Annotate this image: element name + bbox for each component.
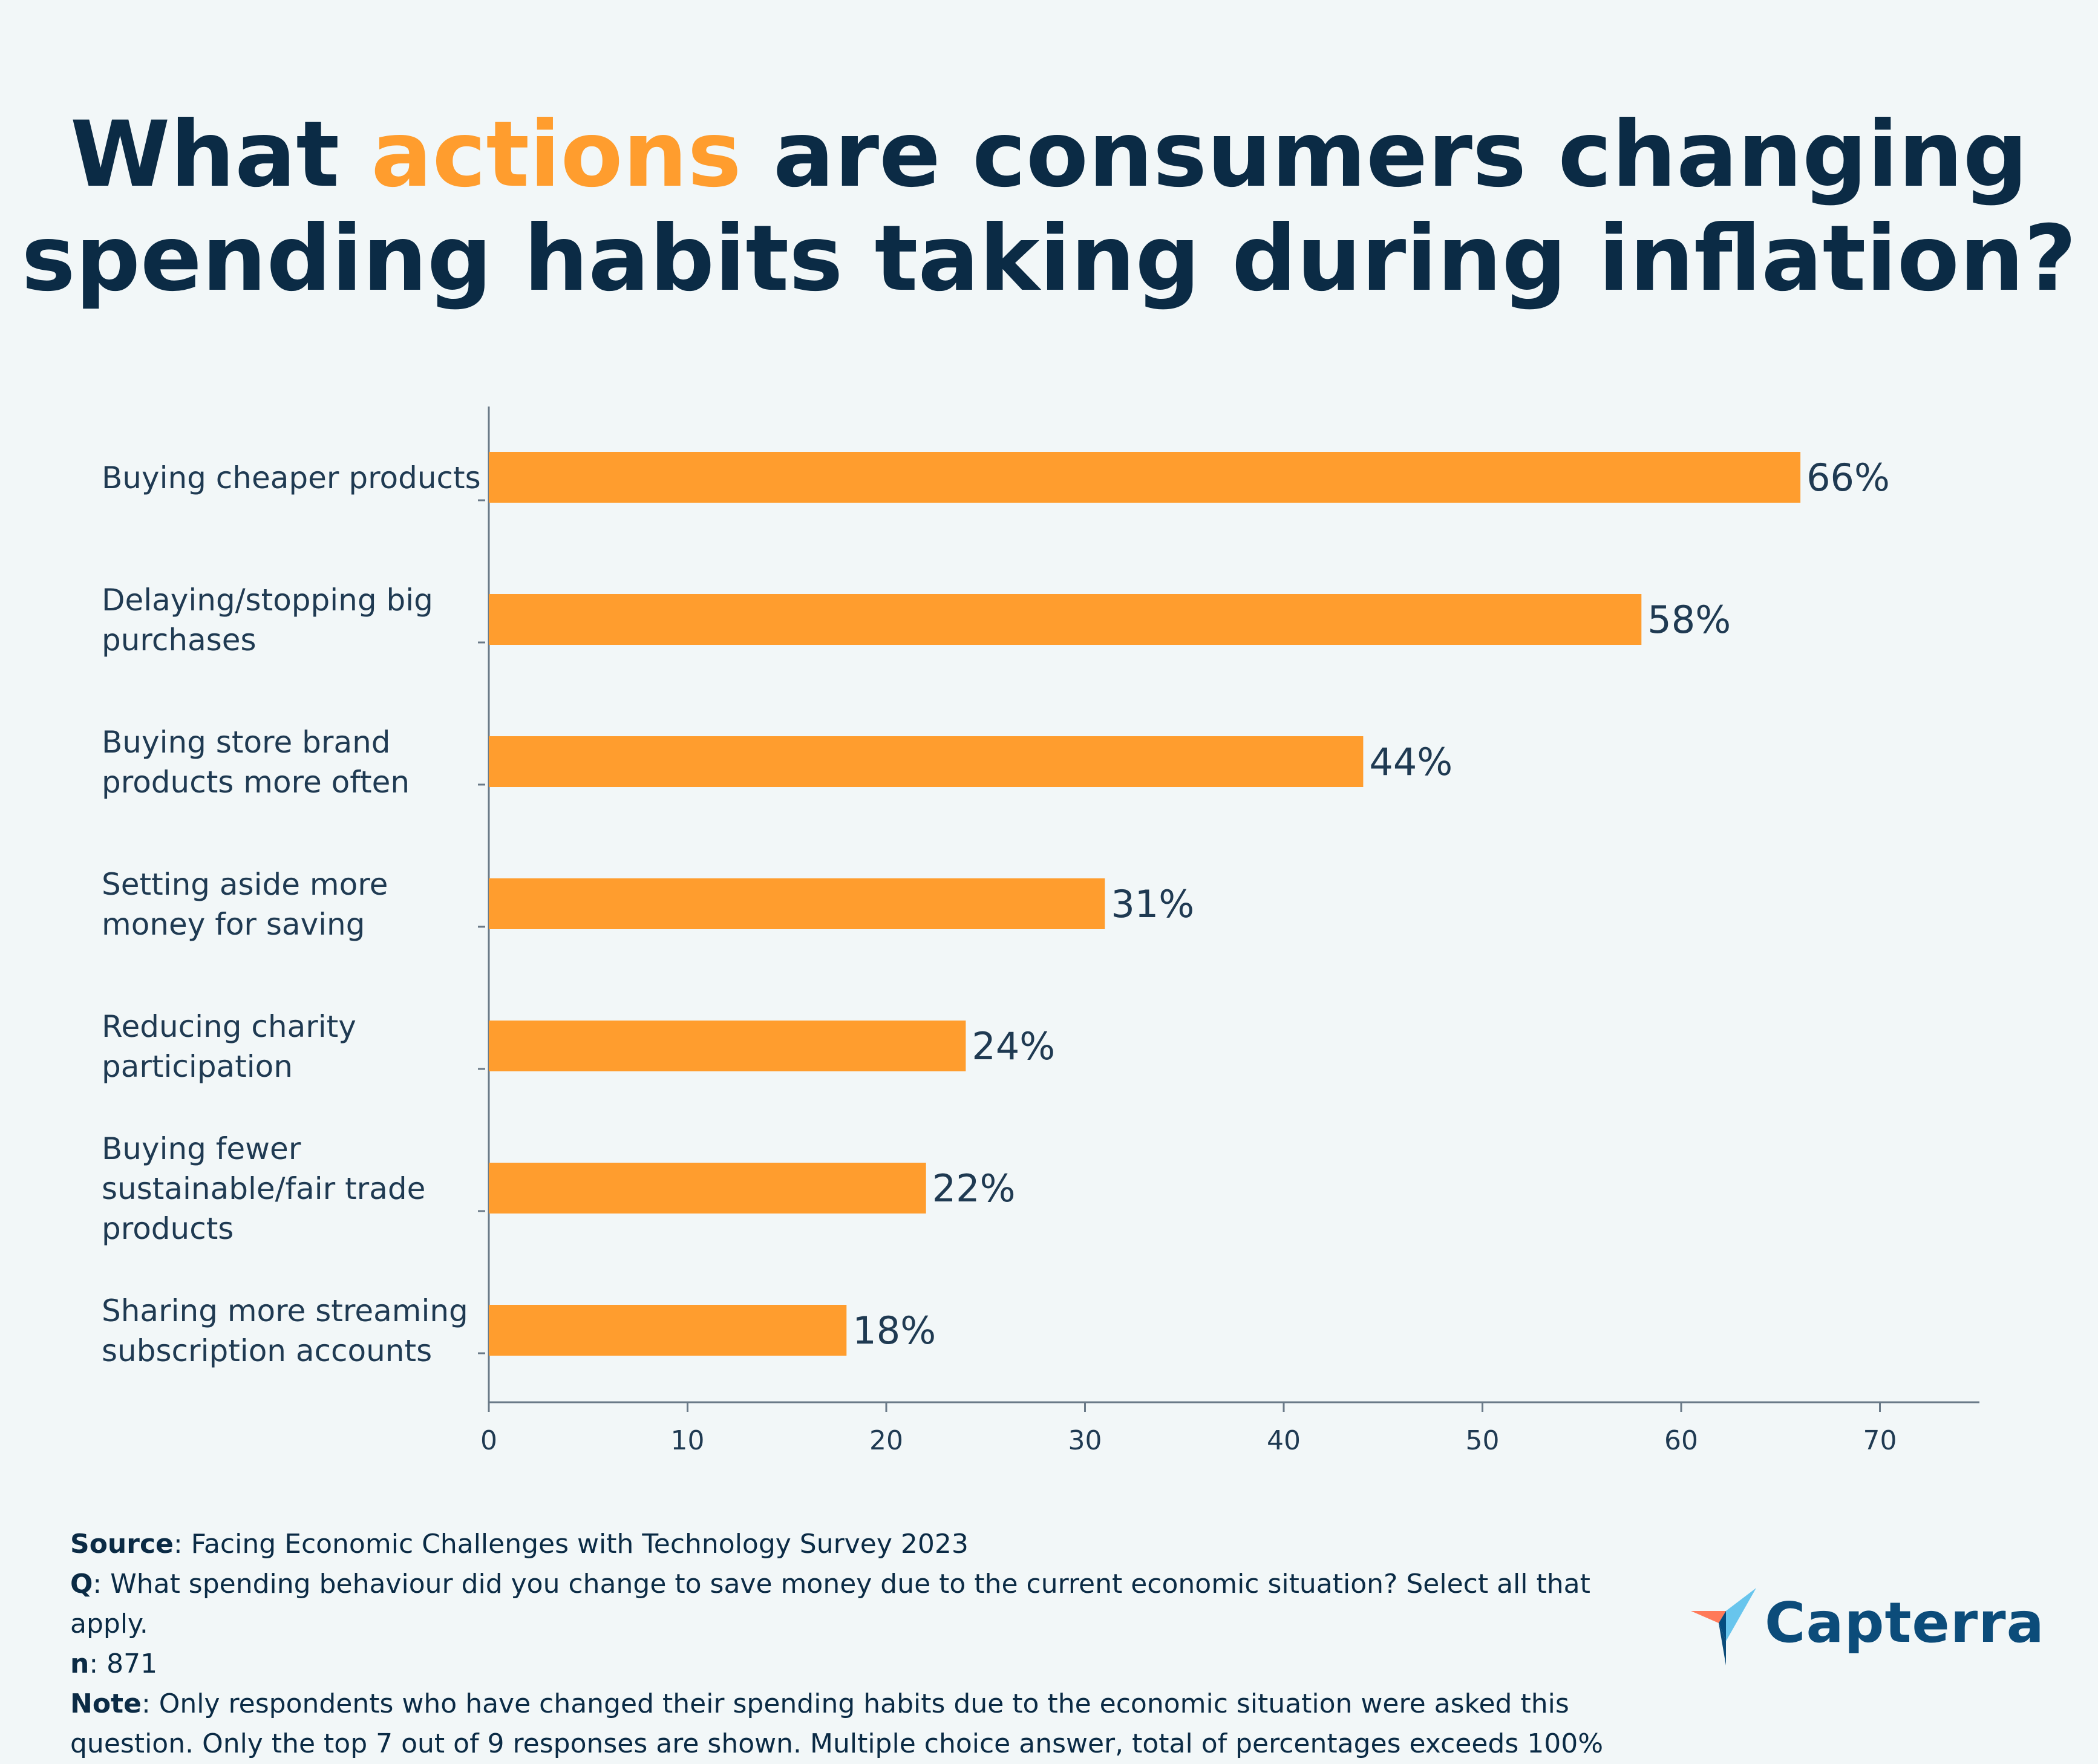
data-label: 18% <box>852 1308 936 1353</box>
title-accent: actions <box>371 102 742 207</box>
x-tick-label: 10 <box>671 1425 705 1456</box>
title-line1-rest: are consumers changing <box>741 102 2028 207</box>
data-label: 66% <box>1806 456 1890 500</box>
x-tick-label: 50 <box>1466 1425 1500 1456</box>
n-label: n <box>70 1648 90 1679</box>
data-label: 24% <box>972 1024 1055 1068</box>
n-text: : 871 <box>89 1648 158 1679</box>
x-tick-label: 20 <box>869 1425 903 1456</box>
category-label: Buying fewer sustainable/fair trade produc… <box>102 1131 425 1246</box>
capterra-wordmark: Capterra <box>1765 1590 2045 1655</box>
data-label: 58% <box>1647 598 1731 642</box>
source-label: Source <box>70 1529 174 1560</box>
x-tick-label: 70 <box>1863 1425 1897 1456</box>
bar <box>489 878 1105 929</box>
note-label: Note <box>70 1688 142 1719</box>
bar <box>489 594 1642 645</box>
x-tick-label: 40 <box>1267 1425 1301 1456</box>
capterra-arrow-icon <box>1691 1588 1756 1665</box>
q-text: : What spending behaviour did you change… <box>70 1569 1590 1639</box>
q-label: Q <box>70 1569 93 1599</box>
footnote-question: Q: What spending behaviour did you chang… <box>70 1564 1667 1644</box>
bar <box>489 736 1364 787</box>
category-label: Setting aside more money for saving <box>102 867 388 942</box>
category-label: Reducing charity participation <box>102 1009 356 1084</box>
x-tick-label: 60 <box>1664 1425 1698 1456</box>
category-label: Buying cheaper products <box>102 460 481 495</box>
chart-footnote: Source: Facing Economic Challenges with … <box>70 1524 1667 1764</box>
footnote-source: Source: Facing Economic Challenges with … <box>70 1524 1667 1564</box>
data-label: 22% <box>932 1166 1016 1210</box>
bar <box>489 452 1801 503</box>
title-line2: spending habits taking during inflation? <box>21 206 2077 312</box>
x-tick-label: 0 <box>480 1425 497 1456</box>
x-tick-label: 30 <box>1068 1425 1102 1456</box>
bar <box>489 1163 926 1214</box>
footnote-note: Note: Only respondents who have changed … <box>70 1684 1667 1764</box>
bar <box>489 1305 847 1356</box>
category-label: Sharing more streaming subscription accou… <box>102 1293 468 1368</box>
bar <box>489 1021 966 1071</box>
capterra-logo: Capterra <box>1691 1588 2044 1667</box>
data-label: 31% <box>1111 882 1194 926</box>
note-text: : Only respondents who have changed thei… <box>70 1688 1604 1759</box>
source-text: : Facing Economic Challenges with Techno… <box>173 1529 969 1560</box>
data-label: 44% <box>1369 740 1453 784</box>
category-label: Buying store brand products more often <box>102 725 410 800</box>
title-prefix: What <box>70 102 371 207</box>
category-label: Delaying/stopping big purchases <box>102 583 433 658</box>
footnote-sample-size: n: 871 <box>70 1644 1667 1684</box>
chart-title: What actions are consumers changing spen… <box>0 103 2098 311</box>
